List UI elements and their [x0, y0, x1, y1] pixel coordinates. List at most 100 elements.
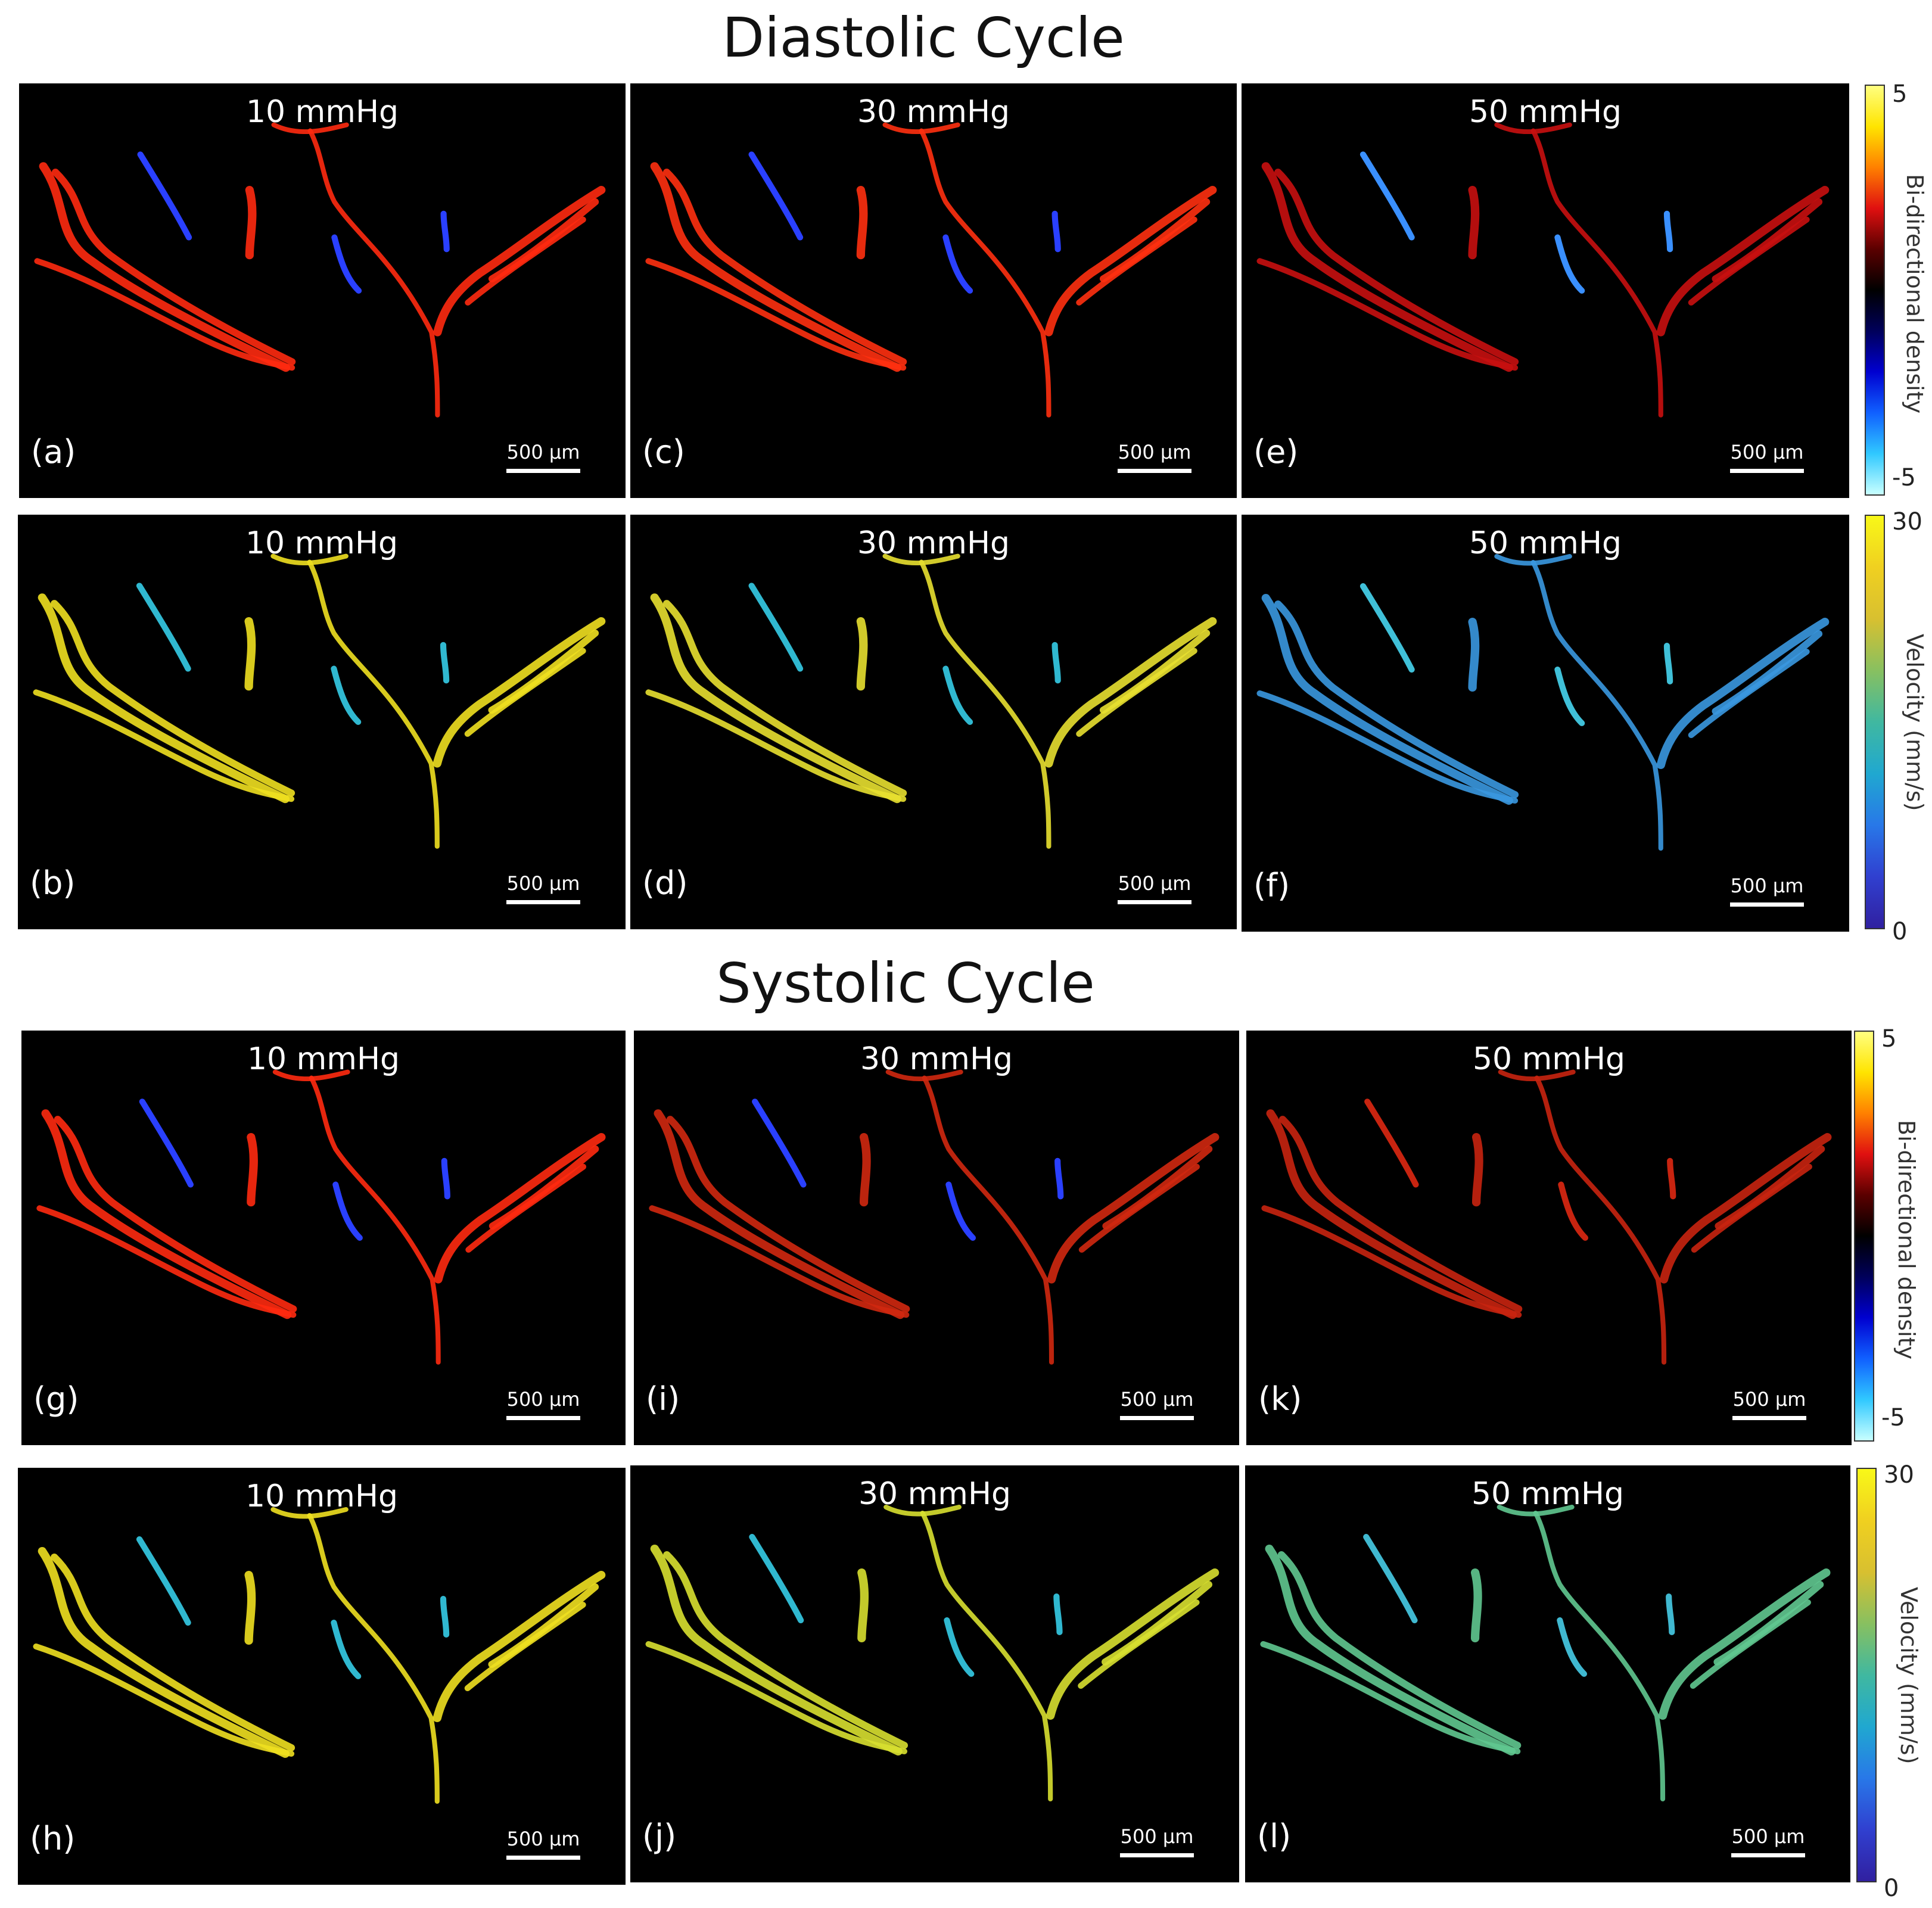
vessel-accent-segment [440, 210, 450, 253]
scale-bar-line [506, 1416, 580, 1420]
scale-bar-line [506, 469, 580, 473]
panel-letter: (b) [30, 864, 76, 902]
vessel-segment [1530, 560, 1663, 851]
panel-letter: (g) [33, 1380, 79, 1418]
vessel-image [33, 1507, 606, 1804]
vessel-accent-segment [139, 1098, 194, 1188]
colorbar-label: Velocity (mm/s) [1896, 1587, 1922, 1764]
vessel-image [34, 122, 606, 418]
panel-letter: (i) [646, 1380, 680, 1418]
vessel-segment [649, 1205, 910, 1318]
vessel-segment [920, 1511, 1053, 1801]
panel-letter: (k) [1258, 1380, 1302, 1418]
scale-bar-line [1731, 1853, 1805, 1857]
panel-pressure-title: 30 mmHg [857, 525, 1010, 561]
vessel-segment [1533, 1511, 1666, 1801]
scale-bar-label: 500 µm [1731, 1825, 1805, 1848]
vessel-segment [1078, 1599, 1200, 1689]
vessel-accent-segment [1554, 234, 1585, 294]
vessel-segment [36, 1205, 297, 1318]
panel-pressure-title: 30 mmHg [858, 1476, 1012, 1512]
scale-bar: 500 µm [1120, 1827, 1194, 1857]
vessel-segment [489, 1145, 599, 1230]
vessel-segment [34, 258, 295, 371]
scale-bar: 500 µm [1731, 1827, 1805, 1857]
vessel-segment [883, 1505, 962, 1517]
scale-bar-line [506, 1856, 580, 1860]
scale-bar: 500 µm [506, 443, 580, 473]
vessel-segment [650, 162, 902, 372]
vessel-segment [650, 593, 902, 804]
colorbar-label: Bi-directional density [1893, 1120, 1919, 1360]
vessel-segment [1265, 1545, 1516, 1756]
vessel-segment [1261, 594, 1513, 805]
vessel-segment [270, 1507, 349, 1519]
scale-bar: 500 µm [506, 874, 580, 904]
scale-bar-line [1730, 902, 1804, 907]
colorbar-max-tick: 30 [1884, 1461, 1914, 1489]
vessel-accent-segment [1663, 643, 1673, 684]
vessel-accent-segment [136, 583, 191, 672]
vessel-segment [272, 1069, 350, 1082]
vessel-segment [1078, 1163, 1200, 1253]
vessel-segment [1712, 198, 1823, 283]
vessel-segment [307, 1513, 440, 1804]
scale-bar: 500 µm [1120, 1390, 1194, 1420]
panel-e: 50 mmHg (e) 500 µm [1242, 83, 1849, 498]
panel-pressure-title: 10 mmHg [245, 94, 399, 130]
vessel-accent-segment [749, 1534, 804, 1623]
colorbar-velocity-diastolic: 30 0 Velocity (mm/s) [1865, 510, 1930, 944]
vessel-accent-segment [1364, 1098, 1419, 1188]
vessel-image [645, 122, 1217, 418]
vessel-segment [1690, 1599, 1811, 1689]
vessel-accent-segment [137, 151, 192, 241]
scale-bar-label: 500 µm [1730, 874, 1804, 897]
vessel-segment [1046, 1568, 1219, 1720]
panel-g: 10 mmHg (g) 500 µm [21, 1031, 626, 1445]
colorbar-label: Velocity (mm/s) [1902, 634, 1928, 811]
vessel-segment [922, 1075, 1054, 1365]
panel-letter: (j) [642, 1817, 677, 1855]
vessel-segment [1076, 216, 1197, 306]
vessel-image [36, 1069, 606, 1365]
panel-a: 10 mmHg (a) 500 µm [19, 83, 626, 498]
vessel-segment [650, 1545, 903, 1756]
panel-c: 30 mmHg (c) 500 µm [630, 83, 1237, 498]
vessel-image [645, 553, 1217, 849]
vessel-segment [919, 128, 1051, 418]
vessel-segment [1266, 1109, 1517, 1319]
vessel-image [33, 553, 606, 849]
vessel-accent-segment [1054, 1157, 1064, 1200]
vessel-segment [662, 600, 907, 797]
vessel-segment [1688, 216, 1810, 306]
vessel-segment [1656, 618, 1830, 769]
colorbar-velocity-systolic: 30 0 Velocity (mm/s) [1856, 1463, 1928, 1900]
vessel-segment [1498, 1069, 1576, 1082]
vessel-accent-segment [332, 1181, 363, 1241]
colorbar-max-tick: 5 [1892, 80, 1908, 108]
vessel-segment [662, 169, 907, 366]
vessel-segment [645, 1641, 908, 1754]
vessel-accent-segment [1359, 583, 1415, 673]
vessel-segment [38, 593, 290, 804]
vessel-accent-segment [331, 234, 362, 294]
colorbar-bidirectional-systolic: 5 -5 Bi-directional density [1854, 1027, 1925, 1442]
vessel-segment [38, 1547, 290, 1758]
vessel-segment [1044, 617, 1217, 768]
vessel-segment [41, 1109, 292, 1319]
vessel-segment [245, 186, 257, 260]
vessel-segment [885, 1069, 963, 1082]
vessel-segment [1256, 690, 1519, 804]
panel-h: 10 mmHg (h) 500 µm [18, 1468, 626, 1885]
panel-letter: (f) [1253, 867, 1290, 904]
panel-l: 50 mmHg (l) 500 µm [1245, 1465, 1850, 1882]
vessel-segment [919, 559, 1051, 849]
vessel-segment [856, 186, 868, 260]
colorbar-strip [1854, 1031, 1874, 1442]
scale-bar-label: 500 µm [1120, 1825, 1194, 1848]
scale-bar-line [1120, 1416, 1194, 1420]
scale-bar-label: 500 µm [1118, 441, 1191, 463]
vessel-segment [1659, 1133, 1832, 1284]
vessel-segment [1256, 258, 1519, 371]
panel-i: 30 mmHg (i) 500 µm [634, 1031, 1239, 1445]
